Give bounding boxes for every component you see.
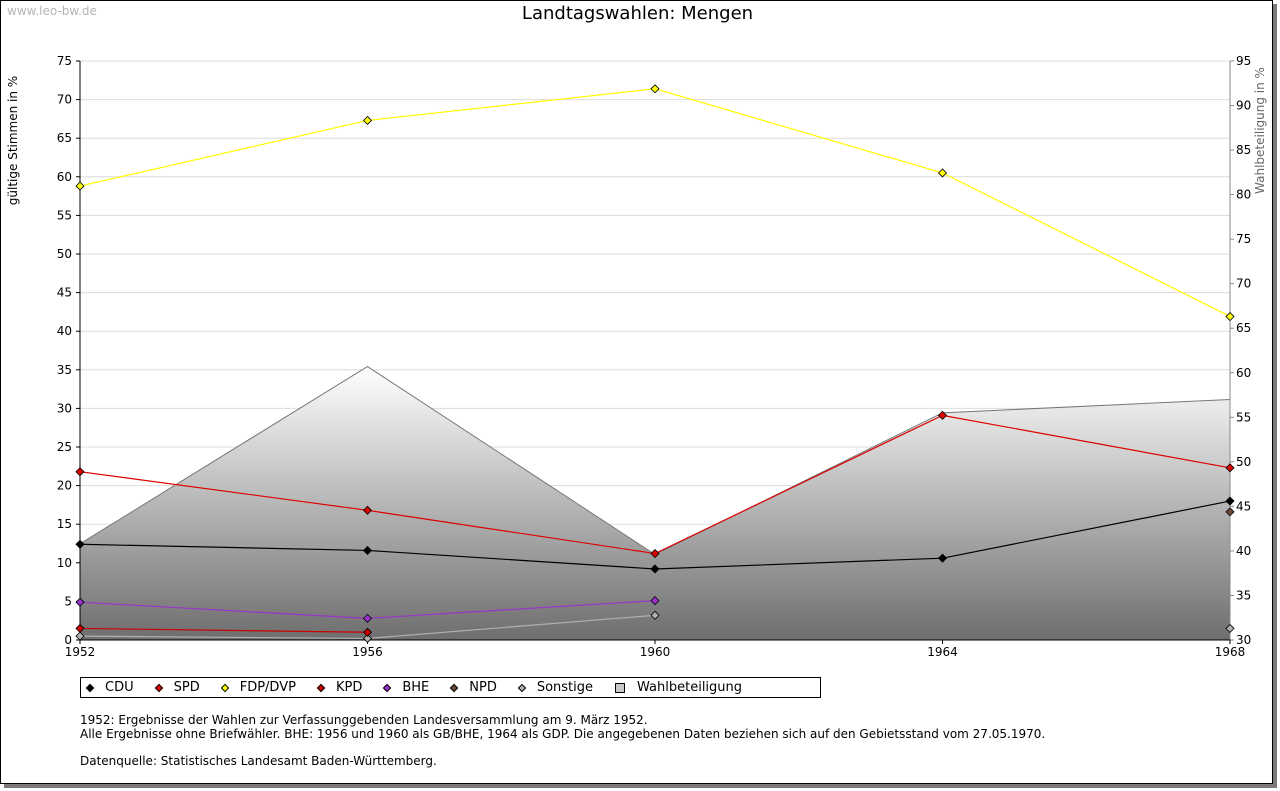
chart-canvas: 0 5 10 15 20 25 30 35 40 45 50 55 60 65 70 75 30 35 40 45 50… xyxy=(6,54,1267,659)
legend-item-cdu: CDU xyxy=(85,680,134,695)
y-tick-label: 25 xyxy=(57,440,72,454)
y2-axis-title: Wahlbeteiligung in % xyxy=(1253,67,1267,194)
legend-label: Sonstige xyxy=(536,680,594,695)
point-bhe xyxy=(362,613,373,623)
y-tick-label: 50 xyxy=(57,247,72,261)
legend-marker-icon xyxy=(154,683,163,692)
legend-label: SPD xyxy=(173,680,200,695)
y2-tick-label: 90 xyxy=(1236,99,1251,113)
y-tick-label: 60 xyxy=(57,170,72,184)
area-wahlbeteiligung xyxy=(80,366,1230,640)
point-npd xyxy=(1225,507,1235,517)
y2-tick-label: 95 xyxy=(1236,54,1251,68)
y-tick-label: 55 xyxy=(57,208,72,222)
watermark: www.leo-bw.de xyxy=(7,4,97,18)
point-spd xyxy=(75,467,85,477)
notes: 1952: Ergebnisse der Wahlen zur Verfassu… xyxy=(80,713,1045,768)
legend-item-fdp-dvp: FDP/DVP xyxy=(220,680,296,695)
x-tick-label: 1952 xyxy=(65,645,96,659)
y2-tick-label: 50 xyxy=(1236,455,1251,469)
point-kpd xyxy=(362,627,373,637)
data-source: Datenquelle: Statistisches Landesamt Bad… xyxy=(80,754,437,768)
point-sonstige xyxy=(75,631,85,641)
y-tick-label: 15 xyxy=(57,517,72,531)
legend-marker-icon xyxy=(85,683,95,692)
point-cdu xyxy=(650,564,660,574)
point-cdu xyxy=(362,545,373,556)
y2-tick-label: 55 xyxy=(1236,410,1251,424)
legend-marker-icon xyxy=(517,683,527,692)
legend-item-kpd: KPD xyxy=(316,680,363,695)
point-fdp-dvp xyxy=(1225,311,1235,322)
point-bhe xyxy=(650,596,660,606)
point-fdp-dvp xyxy=(362,115,373,126)
y-tick-label: 30 xyxy=(57,401,72,415)
y2-tick-label: 85 xyxy=(1236,143,1251,157)
x-tick-label: 1964 xyxy=(927,645,958,659)
y2-tick-label: 45 xyxy=(1236,499,1251,513)
y2-tick-label: 80 xyxy=(1236,188,1251,202)
legend-marker-icon xyxy=(220,683,229,692)
point-bhe xyxy=(75,597,85,607)
note-line: Alle Ergebnisse ohne Briefwähler. BHE: 1… xyxy=(80,727,1046,741)
y2-tick-label: 40 xyxy=(1236,544,1251,558)
y-tick-label: 40 xyxy=(57,324,72,338)
legend-item-bhe: BHE xyxy=(383,680,430,695)
y-axis-title: gültige Stimmen in % xyxy=(6,76,20,205)
legend: CDU SPD FDP/DVP KPD BHE NPD Sonstige Wahlbeteil… xyxy=(80,677,821,698)
y-tick-label: 35 xyxy=(57,363,72,377)
y-tick-label: 10 xyxy=(57,556,72,570)
legend-label: BHE xyxy=(402,680,430,695)
y-tick-label: 75 xyxy=(57,54,72,68)
line-fdp-dvp xyxy=(79,88,1231,318)
legend-marker-icon xyxy=(615,682,626,693)
y2-tick-label: 30 xyxy=(1236,633,1251,647)
legend-label: FDP/DVP xyxy=(239,680,296,695)
point-spd xyxy=(1225,463,1235,473)
y2-tick-label: 70 xyxy=(1236,277,1251,291)
point-cdu xyxy=(75,539,85,549)
y-tick-label: 0 xyxy=(64,633,72,647)
point-sonstige xyxy=(650,610,660,620)
legend-item-spd: SPD xyxy=(154,680,200,695)
line-kpd xyxy=(79,627,368,633)
point-sonstige xyxy=(1225,623,1235,633)
legend-label: KPD xyxy=(335,680,363,695)
point-cdu xyxy=(937,553,948,563)
legend-label: Wahlbeteiligung xyxy=(637,680,743,695)
legend-marker-icon xyxy=(316,683,326,692)
legend-item-sonstige: Sonstige xyxy=(517,680,594,695)
y-tick-label: 70 xyxy=(57,93,72,107)
y-tick-label: 65 xyxy=(57,131,72,145)
point-sonstige xyxy=(362,633,373,644)
legend-item-wahlbeteiligung: Wahlbeteiligung xyxy=(615,680,742,695)
legend-label: CDU xyxy=(105,680,134,695)
point-kpd xyxy=(75,623,85,633)
point-spd xyxy=(937,410,948,420)
note-line: 1952: Ergebnisse der Wahlen zur Verfassu… xyxy=(80,713,648,727)
y2-tick-label: 35 xyxy=(1236,588,1251,602)
point-fdp-dvp xyxy=(75,181,85,191)
legend-marker-icon xyxy=(450,683,459,692)
y-tick-label: 45 xyxy=(57,286,72,300)
point-fdp-dvp xyxy=(650,84,660,94)
point-cdu xyxy=(1225,496,1235,506)
y2-tick-label: 65 xyxy=(1236,321,1251,335)
legend-item-npd: NPD xyxy=(450,680,497,695)
y-tick-label: 5 xyxy=(64,594,72,608)
x-tick-label: 1968 xyxy=(1215,645,1246,659)
chart-title: Landtagswahlen: Mengen xyxy=(521,3,754,24)
y2-tick-label: 60 xyxy=(1236,366,1251,380)
point-spd xyxy=(362,505,373,515)
legend-label: NPD xyxy=(469,680,497,695)
x-tick-label: 1960 xyxy=(640,645,671,659)
legend-marker-icon xyxy=(383,683,392,692)
x-tick-label: 1956 xyxy=(352,645,383,659)
point-fdp-dvp xyxy=(937,168,948,178)
y-tick-label: 20 xyxy=(57,479,72,493)
point-spd xyxy=(650,548,660,559)
y2-tick-label: 75 xyxy=(1236,232,1251,246)
